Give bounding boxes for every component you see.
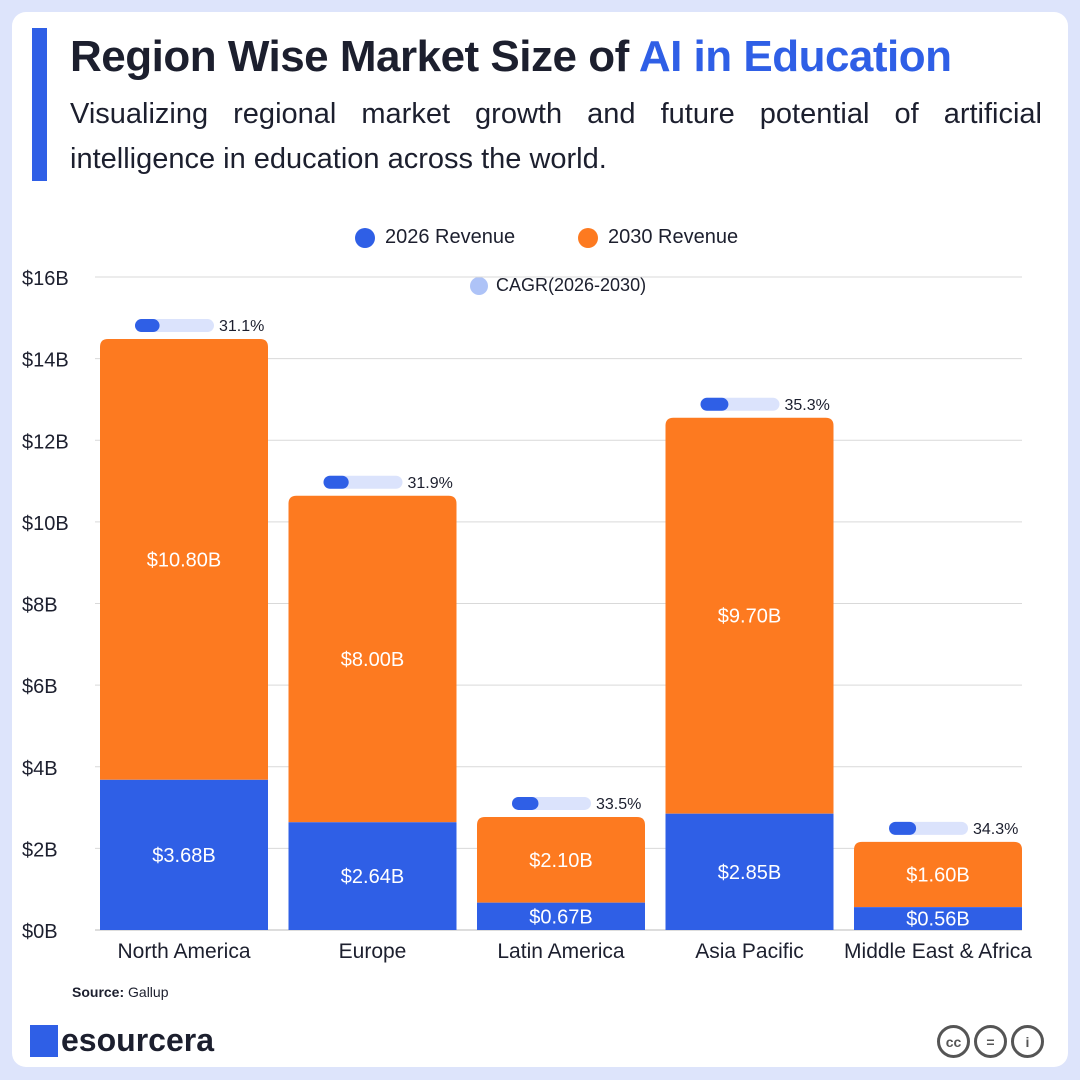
- brand-logo: esourcera: [30, 1022, 214, 1059]
- y-tick-label: $8B: [22, 595, 58, 617]
- y-tick-label: $2B: [22, 839, 58, 861]
- cagr-fill: [889, 821, 917, 835]
- bar-2026: [854, 907, 1022, 930]
- x-tick-label: Middle East & Africa: [844, 940, 1032, 963]
- cagr-fill: [512, 796, 539, 810]
- legend-label-2030: 2030 Revenue: [608, 226, 739, 248]
- bar-2030: [288, 495, 457, 823]
- x-tick-label: North America: [117, 940, 250, 963]
- x-tick-label: Latin America: [497, 940, 625, 963]
- legend-label-cagr: CAGR(2026-2030): [496, 275, 647, 295]
- data-label-2030: $1.60B: [906, 864, 969, 886]
- page-title: Region Wise Market Size of AI in Educati…: [70, 32, 952, 82]
- bar-2026: [665, 813, 834, 930]
- cagr-label: 33.5%: [596, 796, 641, 813]
- y-tick-label: $4B: [22, 758, 58, 780]
- bar-2030: [854, 841, 1022, 908]
- x-tick-label: Asia Pacific: [695, 940, 804, 963]
- cagr-label: 34.3%: [973, 821, 1018, 838]
- legend-dot-2030: [578, 227, 598, 248]
- data-label-2026: $2.64B: [341, 866, 404, 888]
- y-tick-label: $6B: [22, 676, 58, 698]
- y-tick-label: $14B: [22, 350, 69, 372]
- cagr-fill: [323, 475, 349, 489]
- data-label-2030: $8.00B: [341, 649, 404, 671]
- bar-2030: [100, 339, 268, 780]
- y-tick-label: $10B: [22, 513, 69, 535]
- legend-label-2026: 2026 Revenue: [385, 226, 516, 248]
- data-label-2026: $3.68B: [152, 845, 215, 867]
- subtitle: Visualizing regional market growth and f…: [70, 98, 1042, 175]
- bar-2026: [288, 822, 457, 930]
- data-label-2026: $0.56B: [906, 909, 969, 931]
- title-accent-bar: [32, 28, 47, 181]
- license-icons: cc = i: [937, 1025, 1044, 1058]
- source-label: Source:: [72, 984, 125, 1000]
- legend-cagr: CAGR(2026-2030): [470, 275, 646, 296]
- legend-dot-2026: [355, 227, 375, 248]
- cc-icon: cc: [937, 1025, 970, 1058]
- title-highlight: AI in Education: [638, 32, 952, 81]
- data-label-2026: $2.85B: [718, 862, 781, 884]
- source: Source: Gallup: [72, 984, 168, 1000]
- cagr-fill: [135, 319, 160, 333]
- data-label-2030: $10.80B: [147, 549, 222, 571]
- data-label-2030: $2.10B: [529, 850, 592, 872]
- source-value: Gallup: [128, 984, 169, 1000]
- bar-2026: [100, 779, 268, 930]
- title-text: Region Wise Market Size of: [70, 32, 639, 81]
- y-tick-label: $16B: [22, 268, 69, 290]
- brand-name: esourcera: [61, 1022, 214, 1058]
- bar-2026: [477, 902, 645, 930]
- cagr-label: 35.3%: [785, 397, 830, 414]
- logo-mark-icon: [30, 1024, 58, 1057]
- cagr-fill: [700, 397, 729, 411]
- cagr-label: 31.1%: [219, 318, 264, 335]
- y-tick-label: $0B: [22, 921, 58, 943]
- no-derivatives-icon: =: [974, 1025, 1007, 1058]
- legend-dot-cagr: [470, 276, 488, 295]
- y-tick-label: $12B: [22, 431, 69, 453]
- data-label-2026: $0.67B: [529, 906, 592, 928]
- cagr-label: 31.9%: [408, 475, 453, 492]
- legend-2026: 2026 Revenue: [355, 226, 515, 249]
- bar-2030: [665, 417, 834, 814]
- data-label-2030: $9.70B: [718, 606, 781, 628]
- legend-2030: 2030 Revenue: [578, 226, 738, 249]
- x-tick-label: Europe: [339, 940, 407, 963]
- bar-2030: [477, 816, 645, 903]
- attribution-icon: i: [1011, 1025, 1044, 1058]
